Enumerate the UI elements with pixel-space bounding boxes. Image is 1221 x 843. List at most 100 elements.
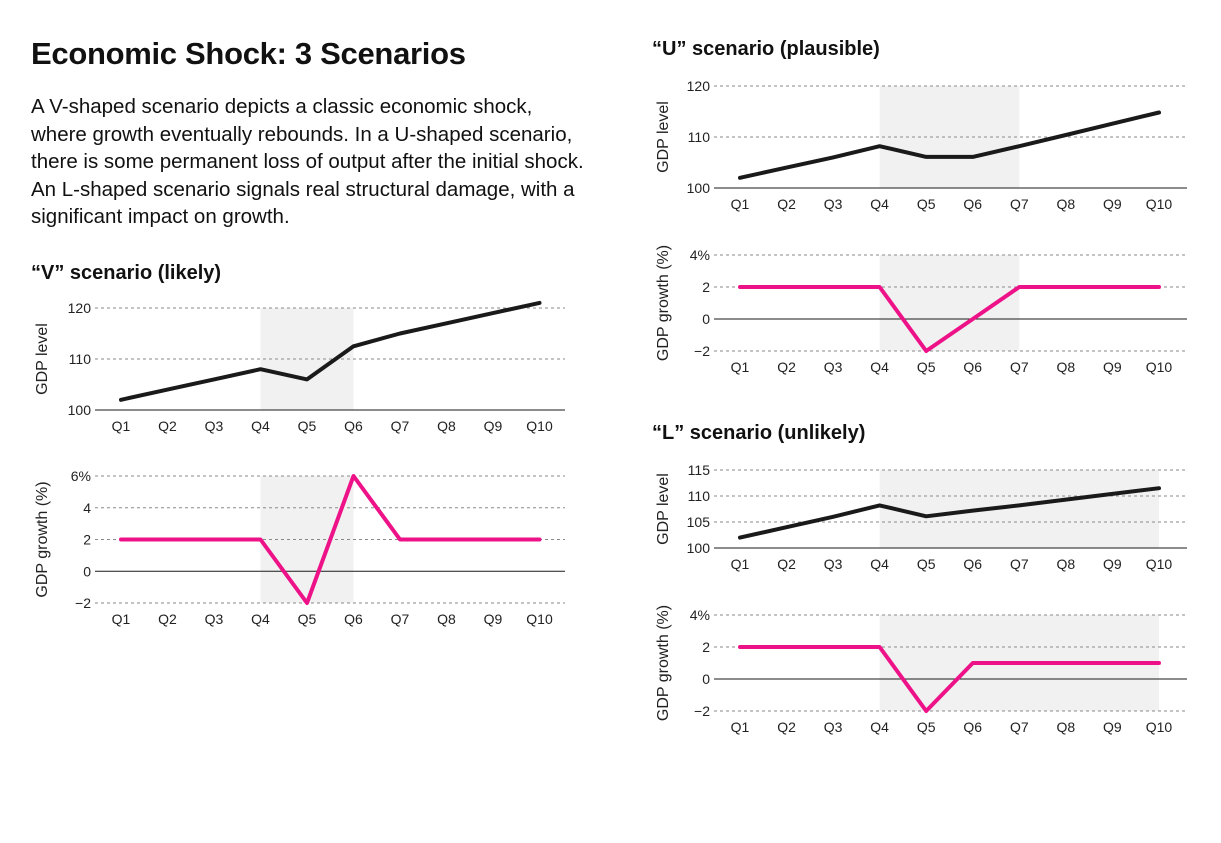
gdp-growth-series-line (738, 645, 1161, 713)
x-tick-label: Q1 (731, 556, 750, 572)
y-axis-title: GDP level (34, 323, 51, 395)
data-point (831, 645, 835, 649)
x-tick-label: Q8 (1057, 196, 1076, 212)
x-tick-label: Q4 (870, 556, 889, 572)
x-tick-label: Q10 (526, 611, 553, 627)
y-tick-label: 110 (688, 129, 711, 145)
x-tick-label: Q10 (1146, 196, 1173, 212)
x-tick-label: Q2 (158, 611, 177, 627)
data-point (924, 709, 928, 713)
x-tick-label: Q10 (1146, 556, 1173, 572)
page-title: Economic Shock: 3 Scenarios (31, 36, 466, 71)
x-tick-label: Q3 (205, 418, 224, 434)
x-tick-label: Q10 (1146, 719, 1173, 735)
y-tick-label: 105 (687, 514, 711, 530)
x-tick-label: Q6 (963, 359, 982, 375)
x-tick-label: Q1 (731, 719, 750, 735)
x-tick-label: Q3 (824, 719, 843, 735)
x-tick-label: Q2 (777, 719, 796, 735)
y-tick-label: 0 (83, 563, 91, 579)
intro-text: A V-shaped scenario depicts a classic ec… (31, 95, 584, 228)
gdp-growth-series-line (119, 474, 542, 605)
data-point (738, 645, 742, 649)
gdp-level-series-line (119, 300, 542, 402)
x-tick-label: Q5 (298, 611, 317, 627)
data-point (1157, 661, 1161, 665)
x-tick-label: Q7 (1010, 556, 1029, 572)
x-tick-label: Q6 (963, 196, 982, 212)
x-tick-label: Q4 (870, 359, 889, 375)
y-tick-label: 2 (702, 279, 710, 295)
x-tick-label: Q7 (391, 611, 410, 627)
x-tick-label: Q2 (777, 196, 796, 212)
y-tick-label: −2 (75, 595, 91, 611)
x-tick-label: Q5 (917, 719, 936, 735)
data-point (1017, 661, 1021, 665)
x-tick-label: Q6 (344, 418, 363, 434)
gdp-level-series-line (738, 110, 1161, 180)
y-tick-label: 2 (702, 639, 710, 655)
y-tick-label: 4% (690, 247, 710, 263)
x-tick-label: Q3 (205, 611, 224, 627)
y-tick-label: −2 (694, 703, 710, 719)
y-tick-label: 110 (69, 351, 92, 367)
y-tick-label: 0 (702, 671, 710, 687)
x-tick-label: Q1 (112, 611, 131, 627)
x-tick-label: Q2 (777, 556, 796, 572)
x-tick-label: Q4 (870, 196, 889, 212)
y-tick-label: 115 (688, 462, 711, 478)
gdp-growth-series-line (738, 285, 1161, 353)
x-tick-label: Q1 (731, 196, 750, 212)
y-axis-title: GDP level (655, 101, 672, 173)
data-point (1110, 661, 1114, 665)
y-axis-title: GDP growth (%) (655, 245, 672, 361)
y-tick-label: 0 (702, 311, 710, 327)
data-point (878, 645, 882, 649)
y-tick-label: 4% (690, 607, 710, 623)
x-tick-label: Q5 (917, 556, 936, 572)
x-tick-label: Q1 (731, 359, 750, 375)
x-tick-label: Q10 (1146, 359, 1173, 375)
x-tick-label: Q7 (1010, 359, 1029, 375)
x-tick-label: Q5 (917, 196, 936, 212)
y-axis-title: GDP level (655, 473, 672, 545)
x-tick-label: Q4 (870, 719, 889, 735)
x-tick-label: Q7 (1010, 719, 1029, 735)
x-tick-label: Q8 (437, 611, 456, 627)
y-tick-label: 100 (68, 402, 92, 418)
x-tick-label: Q8 (1057, 359, 1076, 375)
y-tick-label: 110 (688, 488, 711, 504)
x-tick-label: Q4 (251, 418, 270, 434)
x-tick-label: Q9 (1103, 196, 1122, 212)
x-tick-label: Q7 (1010, 196, 1029, 212)
x-tick-label: Q1 (112, 418, 131, 434)
x-tick-label: Q9 (484, 611, 503, 627)
x-tick-label: Q5 (298, 418, 317, 434)
x-tick-label: Q6 (963, 719, 982, 735)
x-tick-label: Q8 (1057, 719, 1076, 735)
y-tick-label: 100 (687, 540, 711, 556)
x-tick-label: Q3 (824, 196, 843, 212)
x-tick-label: Q9 (1103, 719, 1122, 735)
y-tick-label: 4 (83, 500, 91, 516)
data-point (785, 645, 789, 649)
x-tick-label: Q8 (437, 418, 456, 434)
x-tick-label: Q2 (777, 359, 796, 375)
y-axis-title: GDP growth (%) (34, 481, 51, 597)
data-point (971, 661, 975, 665)
y-axis-title: GDP growth (%) (655, 605, 672, 721)
x-tick-label: Q4 (251, 611, 270, 627)
gdp-level-series-line (738, 486, 1161, 540)
x-tick-label: Q7 (391, 418, 410, 434)
data-point (1064, 661, 1068, 665)
y-tick-label: 120 (68, 300, 92, 316)
x-tick-label: Q9 (1103, 359, 1122, 375)
x-tick-label: Q2 (158, 418, 177, 434)
y-tick-label: 100 (687, 180, 711, 196)
